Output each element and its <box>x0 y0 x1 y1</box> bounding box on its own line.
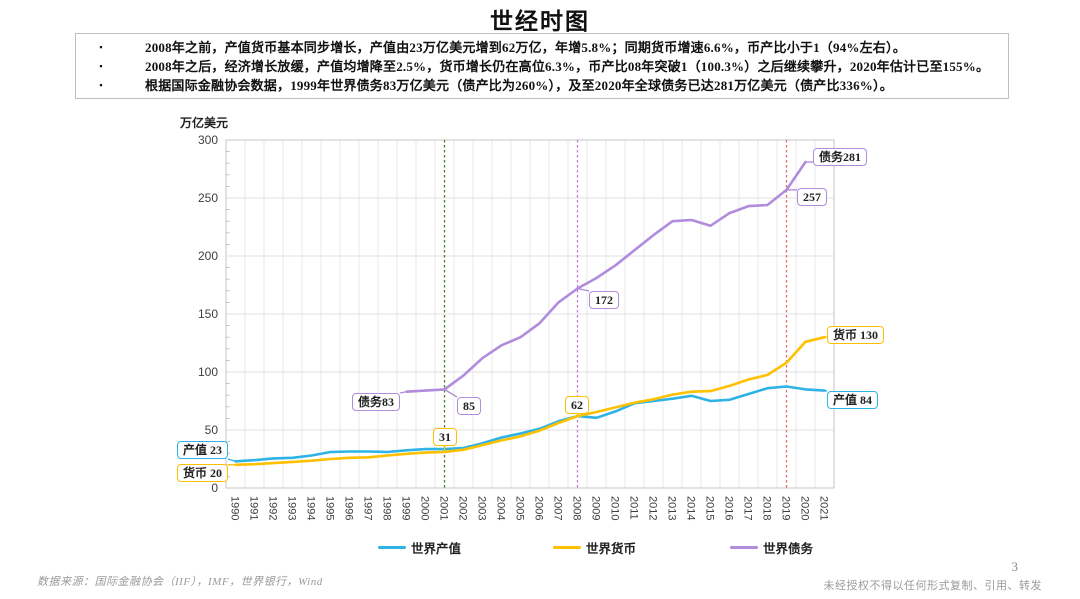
legend-label: 世界债务 <box>763 542 814 556</box>
svg-text:2012: 2012 <box>647 496 659 520</box>
page-title: 世经时图 <box>490 9 590 34</box>
annotation-money-1990: 货币 20 <box>177 464 229 482</box>
svg-text:2020: 2020 <box>799 496 811 520</box>
svg-text:2010: 2010 <box>609 496 621 520</box>
svg-text:1998: 1998 <box>381 496 393 520</box>
svg-text:1991: 1991 <box>248 496 260 520</box>
legend-swatch-money <box>553 546 581 549</box>
annotation-gdp-2021: 产值 84 <box>827 391 879 409</box>
annotation-money-2001: 31 <box>433 428 457 446</box>
page-number: 3 <box>1011 559 1019 574</box>
annotation-debt-2020: 债务281 <box>813 148 868 166</box>
svg-text:2006: 2006 <box>533 496 545 520</box>
chart-legend: 世界产值 世界货币 世界债务 <box>0 538 1080 560</box>
svg-text:2004: 2004 <box>495 496 507 520</box>
svg-text:2017: 2017 <box>742 496 754 520</box>
legend-label: 世界产值 <box>411 542 462 556</box>
svg-text:1995: 1995 <box>324 496 336 520</box>
annotation-debt-2001: 85 <box>457 397 481 415</box>
svg-text:250: 250 <box>198 191 218 205</box>
svg-text:1992: 1992 <box>267 496 279 520</box>
annotation-debt-2019: 257 <box>797 188 827 206</box>
svg-text:2014: 2014 <box>685 496 697 520</box>
svg-text:2007: 2007 <box>552 496 564 520</box>
annotation-debt-2008: 172 <box>589 291 619 309</box>
annotation-money-2008: 62 <box>565 396 589 414</box>
bullet-text: 2008年之后，经济增长放缓，产值均增降至2.5%，货币增长仍在高位6.3%，币… <box>145 59 990 74</box>
svg-text:2011: 2011 <box>628 496 640 520</box>
bullet-item: ▪ 2008年之前，产值货币基本同步增长，产值由23万亿美元增到62万亿，年增5… <box>76 38 1008 57</box>
svg-text:50: 50 <box>205 423 219 437</box>
svg-text:2003: 2003 <box>476 496 488 520</box>
legend-item-gdp: 世界产值 <box>378 538 461 557</box>
summary-box: ▪ 2008年之前，产值货币基本同步增长，产值由23万亿美元增到62万亿，年增5… <box>75 33 1009 99</box>
annotation-debt-1999: 债务83 <box>352 393 401 411</box>
bullet-item: ▪ 根据国际金融协会数据，1999年世界债务83万亿美元（债产比为260%），及… <box>76 76 1008 95</box>
svg-text:1997: 1997 <box>362 496 374 520</box>
svg-text:1996: 1996 <box>343 496 355 520</box>
svg-text:2000: 2000 <box>419 496 431 520</box>
legend-item-debt: 世界债务 <box>730 538 813 557</box>
bullet-item: ▪ 2008年之后，经济增长放缓，产值均增降至2.5%，货币增长仍在高位6.3%… <box>76 57 1008 76</box>
svg-text:2005: 2005 <box>514 496 526 520</box>
bullet-text: 2008年之前，产值货币基本同步增长，产值由23万亿美元增到62万亿，年增5.8… <box>145 40 906 55</box>
svg-text:300: 300 <box>198 133 218 147</box>
svg-text:2021: 2021 <box>818 496 830 520</box>
svg-text:2002: 2002 <box>457 496 469 520</box>
svg-text:2001: 2001 <box>438 496 450 520</box>
line-chart: 0 50 100 150 200 250 300 1990 1991 1992 1993 1994 19… <box>0 100 1080 570</box>
bullet-icon: ▪ <box>99 80 103 90</box>
copyright-note: 未经授权不得以任何形式复制、引用、转发 <box>823 580 1042 592</box>
svg-text:0: 0 <box>211 481 218 495</box>
svg-text:2019: 2019 <box>780 496 792 520</box>
svg-text:100: 100 <box>198 365 218 379</box>
svg-text:2009: 2009 <box>590 496 602 520</box>
svg-text:150: 150 <box>198 307 218 321</box>
svg-text:1990: 1990 <box>229 496 241 520</box>
annotation-gdp-1990: 产值 23 <box>177 441 229 459</box>
svg-text:2016: 2016 <box>723 496 735 520</box>
svg-text:200: 200 <box>198 249 218 263</box>
legend-swatch-debt <box>730 546 758 549</box>
svg-text:1993: 1993 <box>286 496 298 520</box>
legend-label: 世界货币 <box>586 542 637 556</box>
svg-text:2018: 2018 <box>761 496 773 520</box>
chart-canvas: 0 50 100 150 200 250 300 1990 1991 1992 1993 1994 19… <box>198 133 835 520</box>
svg-text:2013: 2013 <box>666 496 678 520</box>
svg-text:1994: 1994 <box>305 496 317 520</box>
y-axis-title: 万亿美元 <box>179 116 228 130</box>
bullet-text: 根据国际金融协会数据，1999年世界债务83万亿美元（债产比为260%），及至2… <box>145 78 893 93</box>
annotation-money-2021: 货币 130 <box>827 326 885 344</box>
svg-text:2015: 2015 <box>704 496 716 520</box>
bullet-icon: ▪ <box>99 61 103 71</box>
data-source-note: 数据来源：国际金融协会（IIF），IMF，世界银行，Wind <box>37 576 323 588</box>
legend-swatch-gdp <box>378 546 406 549</box>
svg-text:2008: 2008 <box>571 496 583 520</box>
svg-text:1999: 1999 <box>400 496 412 520</box>
bullet-icon: ▪ <box>99 42 103 52</box>
legend-item-money: 世界货币 <box>553 538 636 557</box>
